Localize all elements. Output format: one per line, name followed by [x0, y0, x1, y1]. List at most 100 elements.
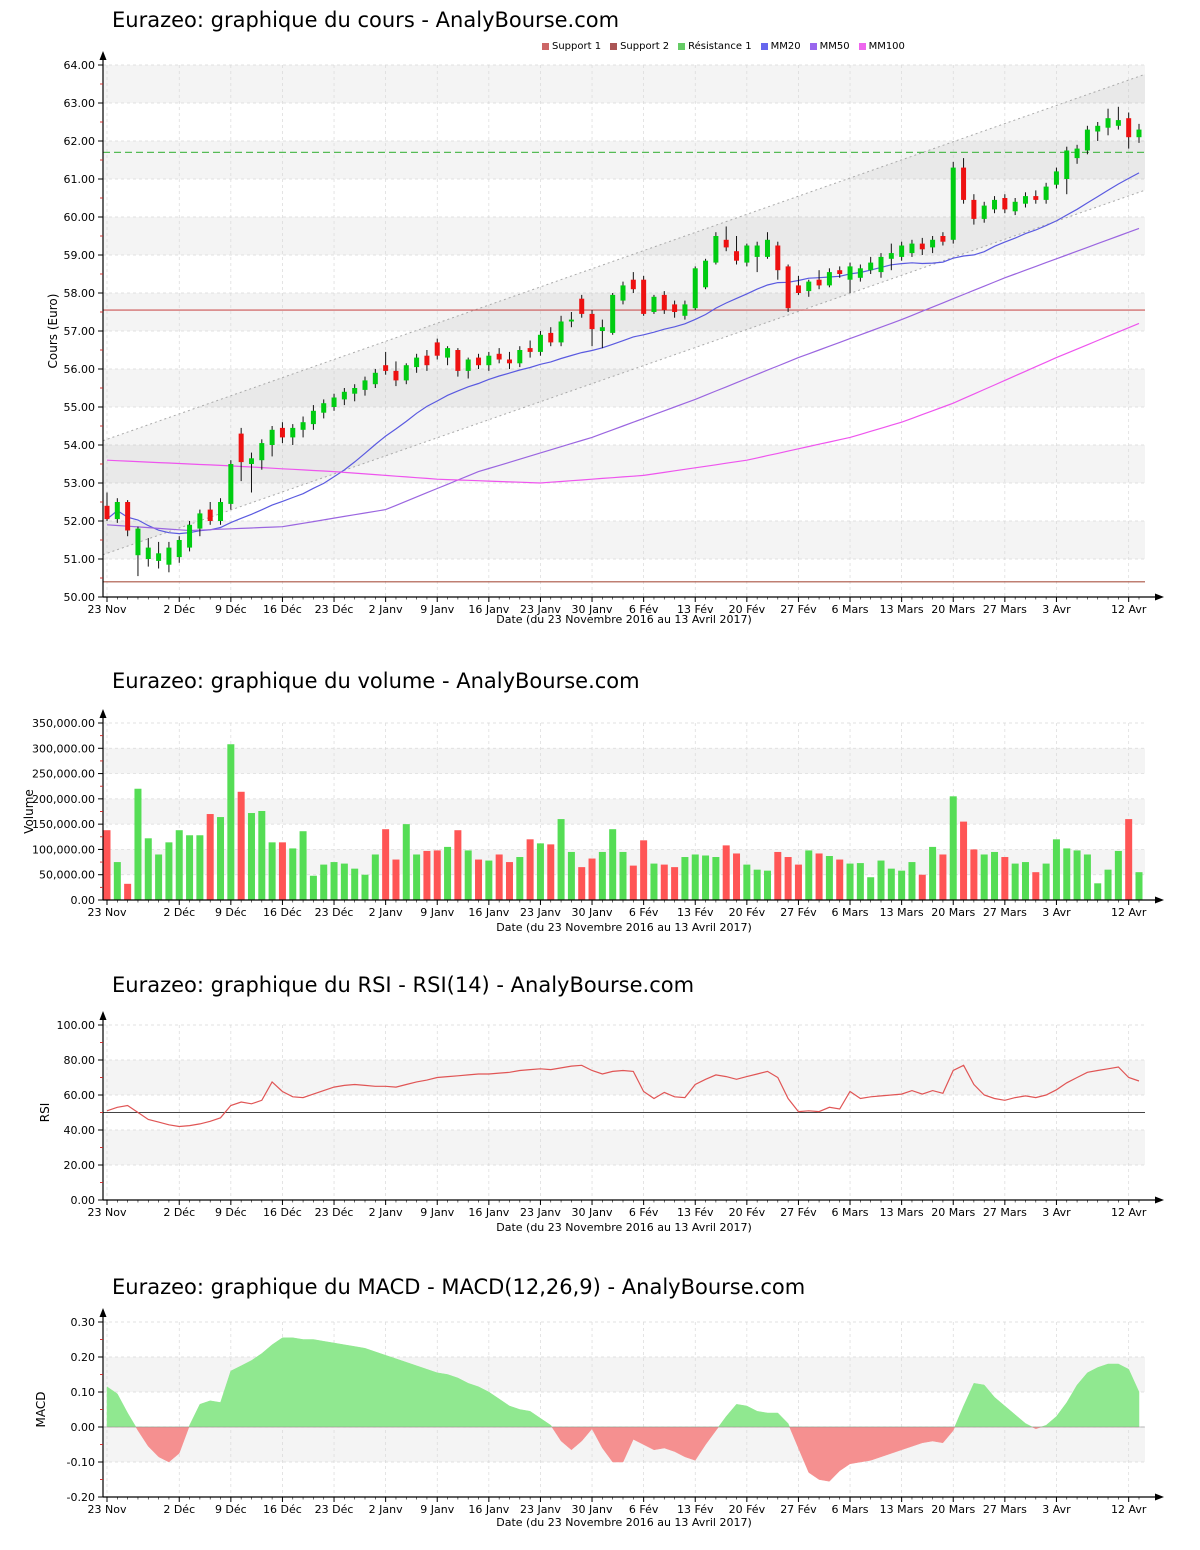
volume-bar-up [340, 863, 348, 900]
volume-bar-up [196, 835, 204, 900]
x-tick-label: 9 Janv [420, 1503, 454, 1516]
volume-bar-up [846, 863, 854, 900]
y-tick-label: 50.00 [64, 591, 96, 604]
x-tick-label: 23 Janv [520, 1206, 561, 1219]
x-tick-label: 2 Janv [369, 603, 403, 616]
legend-item-mm50: MM50 [809, 41, 850, 52]
volume-bar-up [134, 788, 142, 900]
x-tick-label: 3 Avr [1042, 906, 1071, 919]
y-tick-label: 60.00 [64, 211, 96, 224]
candle-up [682, 304, 688, 316]
y-tick-label: 350,000.00 [32, 717, 95, 730]
volume-bar-down [660, 864, 668, 900]
y-tick-label: 150,000.00 [32, 818, 95, 831]
candle-down [630, 279, 636, 290]
mm50-line [106, 227, 1140, 532]
x-tick-label: 13 Fév [677, 603, 714, 616]
candle-down [1002, 198, 1008, 210]
y-tick-label: 57.00 [64, 325, 96, 338]
candle-up [321, 403, 327, 413]
candle-down [775, 245, 781, 271]
candle-up [537, 334, 543, 352]
series-layer [103, 1064, 1145, 1128]
volume-bar-up [1063, 848, 1071, 900]
candle-down [207, 509, 213, 521]
candle-up [950, 167, 956, 240]
x-tick-label: 6 Mars [832, 1206, 869, 1219]
rsi-chart-plot: 0.00 20.00 40.00 60.00 80.00 100.00 23 Nov 2 Dé… [57, 1011, 1164, 1219]
y-tick-label: 100.00 [57, 1019, 96, 1032]
candle-up [847, 266, 853, 280]
y-axis-arrow-icon [99, 51, 107, 60]
series-layer [103, 73, 1145, 583]
candle-up [372, 372, 378, 385]
y-tick-label: 50,000.00 [39, 869, 95, 882]
x-tick-label: 12 Avr [1111, 1206, 1147, 1219]
x-tick-label: 20 Fév [729, 1206, 766, 1219]
candle-down [506, 359, 512, 364]
rsi-chart-section: Eurazeo: graphique du RSI - RSI(14) - An… [0, 955, 1200, 1255]
x-tick-label: 13 Mars [880, 906, 924, 919]
x-tick-label: 20 Fév [729, 1503, 766, 1516]
x-tick-label: 9 Déc [215, 603, 247, 616]
x-tick-label: 6 Fév [629, 906, 659, 919]
volume-bar-up [1011, 863, 1019, 900]
candle-down [816, 279, 822, 286]
volume-bar-up [877, 860, 885, 900]
x-tick-label: 6 Fév [629, 1503, 659, 1516]
candle-up [114, 502, 120, 520]
volume-bar-up [650, 863, 658, 900]
volume-bar-up [155, 854, 163, 900]
volume-bar-up [1042, 863, 1050, 900]
volume-bar-down [774, 851, 782, 900]
y-tick-label: 200,000.00 [32, 793, 95, 806]
candle-up [1115, 120, 1121, 126]
y-axis-arrow-icon [99, 709, 107, 718]
volume-bar-down [237, 791, 245, 900]
volume-bar-up [485, 860, 493, 900]
x-tick-label: 2 Janv [369, 1503, 403, 1516]
y-tick-label: 0.00 [71, 1194, 96, 1207]
volume-bar-up [351, 868, 359, 900]
x-tick-label: 27 Fév [780, 1206, 817, 1219]
volume-bar-down [124, 883, 132, 900]
y-tick-label: 59.00 [64, 249, 96, 262]
volume-bar-down [815, 853, 823, 900]
candle-up [610, 294, 616, 333]
volume-bar-up [991, 851, 999, 900]
candle-up [806, 281, 812, 292]
candles-layer [104, 106, 1142, 577]
x-tick-label: 27 Mars [983, 1206, 1027, 1219]
volume-bar-down [671, 867, 679, 900]
x-tick-label: 27 Fév [780, 1503, 817, 1516]
legend-item-support-1: Support 1 [542, 41, 601, 52]
candle-down [279, 427, 285, 438]
candle-up [868, 262, 874, 271]
regression-channel-lower [103, 189, 1145, 556]
volume-bar-up [929, 846, 937, 900]
candle-up [878, 256, 884, 273]
candle-up [300, 422, 306, 430]
volume-bar-up [1021, 862, 1029, 900]
volume-bar-down [640, 840, 648, 900]
macd-y-axis-label: MACD [34, 1391, 48, 1428]
volume-bar-down [733, 853, 741, 900]
candle-up [486, 355, 492, 366]
volume-bar-down [578, 867, 586, 900]
x-tick-label: 23 Janv [520, 1503, 561, 1516]
candle-up [899, 245, 905, 257]
candle-down [104, 505, 110, 520]
x-tick-label: 27 Mars [983, 1503, 1027, 1516]
volume-bar-down [278, 842, 286, 900]
x-tick-label: 23 Déc [315, 906, 354, 919]
y-tick-label: 300,000.00 [32, 742, 95, 755]
candle-up [1095, 125, 1101, 132]
volume-bar-up [217, 817, 225, 900]
x-tick-label: 2 Déc [163, 1503, 195, 1516]
x-tick-label: 2 Janv [369, 906, 403, 919]
candle-down [455, 350, 461, 371]
candle-down [434, 342, 440, 356]
volume-bar-down [836, 859, 844, 900]
x-tick-label: 13 Fév [677, 906, 714, 919]
volume-bar-up [1094, 883, 1102, 900]
